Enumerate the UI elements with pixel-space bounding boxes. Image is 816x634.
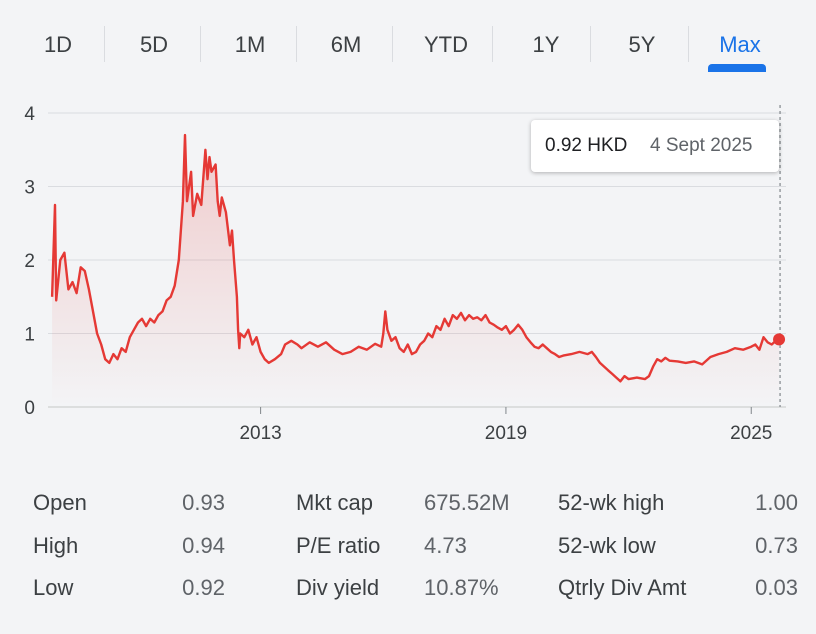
stat-value-52wk-high: 1.00 bbox=[755, 490, 798, 515]
tab-ytd[interactable]: YTD bbox=[424, 32, 468, 57]
stat-value-pe-ratio: 4.73 bbox=[424, 533, 467, 558]
tab-5d[interactable]: 5D bbox=[139, 32, 169, 57]
stat-label-low: Low bbox=[33, 575, 74, 600]
tab-5y[interactable]: 5Y bbox=[628, 32, 656, 57]
y-tick-label: 0 bbox=[24, 398, 35, 419]
tab-1y[interactable]: 1Y bbox=[532, 32, 560, 57]
stat-label-high: High bbox=[33, 533, 79, 558]
tooltip-price: 0.92 HKD bbox=[545, 135, 628, 156]
price-chart[interactable]: 0 1 2 3 4 2013 2019 2025 bbox=[0, 90, 816, 460]
y-tick-label: 3 bbox=[24, 178, 35, 199]
stat-label-qtrly-div: Qtrly Div Amt bbox=[558, 575, 687, 600]
price-area-fill bbox=[52, 135, 780, 407]
tab-max[interactable]: Max bbox=[719, 32, 761, 57]
stat-label-open: Open bbox=[33, 490, 87, 515]
tab-separator bbox=[392, 26, 393, 62]
stat-value-52wk-low: 0.73 bbox=[755, 533, 798, 558]
stat-label-52wk-high: 52-wk high bbox=[558, 490, 665, 515]
stat-value-open: 0.93 bbox=[182, 490, 225, 515]
stat-value-div-yield: 10.87% bbox=[424, 575, 499, 600]
tab-separator bbox=[590, 26, 591, 62]
tab-1d[interactable]: 1D bbox=[43, 32, 73, 57]
price-tooltip: 0.92 HKD 4 Sept 2025 bbox=[531, 120, 779, 172]
active-tab-indicator bbox=[708, 64, 766, 72]
tab-1m[interactable]: 1M bbox=[234, 32, 266, 57]
tab-separator bbox=[688, 26, 689, 62]
time-range-tabs: 1D 5D 1M 6M YTD 1Y 5Y Max bbox=[0, 0, 816, 74]
tooltip-date: 4 Sept 2025 bbox=[650, 135, 753, 156]
stat-label-mkt-cap: Mkt cap bbox=[296, 490, 374, 515]
tab-separator bbox=[296, 26, 297, 62]
price-line bbox=[50, 133, 780, 383]
x-tick-label: 2025 bbox=[730, 423, 772, 444]
tab-separator bbox=[200, 26, 201, 62]
y-tick-label: 2 bbox=[24, 251, 35, 272]
stat-label-div-yield: Div yield bbox=[296, 575, 380, 600]
y-tick-label: 1 bbox=[24, 325, 35, 346]
y-tick-label: 4 bbox=[24, 104, 35, 125]
stat-value-low: 0.92 bbox=[182, 575, 225, 600]
key-stats: Open 0.93 High 0.94 Low 0.92 Mkt cap 675… bbox=[0, 480, 816, 620]
tab-separator bbox=[104, 26, 105, 62]
stat-label-52wk-low: 52-wk low bbox=[558, 533, 656, 558]
stat-value-high: 0.94 bbox=[182, 533, 225, 558]
current-price-point bbox=[773, 333, 786, 346]
tab-6m[interactable]: 6M bbox=[330, 32, 362, 57]
stat-value-mkt-cap: 675.52M bbox=[424, 490, 510, 515]
tab-separator bbox=[492, 26, 493, 62]
stat-label-pe-ratio: P/E ratio bbox=[296, 533, 381, 558]
x-tick-label: 2019 bbox=[485, 423, 527, 444]
stat-value-qtrly-div: 0.03 bbox=[755, 575, 798, 600]
x-tick-label: 2013 bbox=[239, 423, 281, 444]
